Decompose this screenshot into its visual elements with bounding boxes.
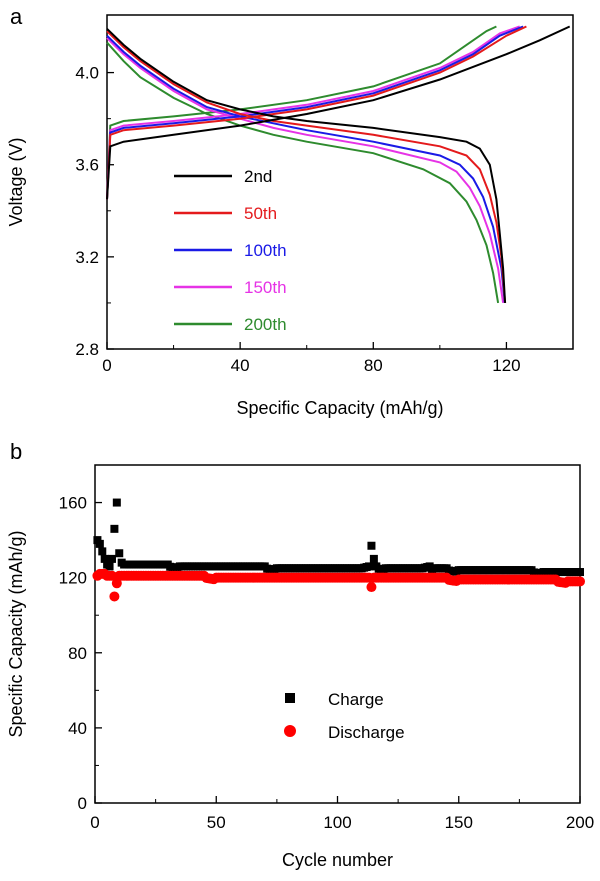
charge-curve-2nd bbox=[106, 25, 571, 200]
panel-label-b: b bbox=[10, 439, 22, 464]
cycling-performance-chart: b 0 50 100 150 200 0 40 80 120 160 Charge Discharg… bbox=[6, 439, 594, 870]
voltage-profile-chart: a 0 40 80 120 2.8 3.2 3.6 4.0 2nd 50th 100th 150th… bbox=[6, 4, 574, 418]
discharge-point bbox=[575, 576, 585, 587]
charge-point bbox=[369, 554, 378, 563]
y-tick-label-b: 80 bbox=[68, 644, 87, 663]
x-tick-label-a: 40 bbox=[231, 356, 250, 375]
y-tick-label-a: 3.6 bbox=[75, 156, 99, 175]
legend-label-charge: Charge bbox=[328, 690, 384, 709]
charge-point bbox=[115, 549, 124, 558]
discharge-curve-100th bbox=[106, 34, 506, 303]
discharge-point bbox=[106, 570, 117, 581]
discharge-point bbox=[366, 582, 377, 593]
charge-curve-50th bbox=[106, 25, 527, 200]
legend-a: 2nd 50th 100th 150th 200th bbox=[174, 167, 287, 334]
discharge-point bbox=[109, 591, 120, 602]
x-tick-label-b: 50 bbox=[207, 813, 226, 832]
charge-point bbox=[100, 554, 109, 563]
y-tick-label-a: 2.8 bbox=[75, 340, 99, 359]
y-tick-label-b: 160 bbox=[59, 494, 87, 513]
discharge-curve-50th bbox=[106, 30, 507, 303]
y-tick-label-b: 40 bbox=[68, 719, 87, 738]
x-tick-label-b: 150 bbox=[445, 813, 473, 832]
discharge-curve-150th bbox=[106, 37, 505, 304]
discharge-curve-2nd bbox=[106, 28, 507, 303]
charge-point bbox=[365, 562, 374, 571]
charge-curve-150th bbox=[106, 25, 521, 200]
charge-curve-100th bbox=[106, 25, 524, 200]
axis-ticks-a: 0 40 80 120 2.8 3.2 3.6 4.0 bbox=[75, 64, 520, 375]
legend-label-a: 200th bbox=[244, 315, 287, 334]
x-axis-label-a: Specific Capacity (mAh/g) bbox=[236, 398, 443, 418]
x-tick-label-b: 100 bbox=[323, 813, 351, 832]
legend-label-a: 50th bbox=[244, 204, 277, 223]
y-tick-label-a: 4.0 bbox=[75, 64, 99, 83]
y-tick-label-a: 3.2 bbox=[75, 248, 99, 267]
charge-point bbox=[98, 547, 107, 556]
x-tick-label-a: 0 bbox=[102, 356, 111, 375]
charge-point bbox=[367, 541, 376, 550]
legend-swatch-charge bbox=[285, 693, 295, 703]
charge-point bbox=[576, 568, 584, 577]
discharge-point bbox=[111, 578, 122, 589]
legend-label-a: 150th bbox=[244, 278, 287, 297]
plot-frame-b bbox=[94, 464, 581, 804]
series-lines-a bbox=[106, 25, 571, 304]
charge-point bbox=[112, 498, 121, 507]
charge-point bbox=[105, 562, 114, 571]
charge-point bbox=[95, 539, 104, 548]
y-axis-label-a: Voltage (V) bbox=[6, 137, 26, 226]
charge-curve-200th bbox=[106, 25, 497, 200]
x-axis-label-b: Cycle number bbox=[282, 850, 393, 870]
discharge-curve-200th bbox=[106, 41, 500, 304]
legend-label-a: 2nd bbox=[244, 167, 272, 186]
legend-swatch-discharge bbox=[284, 725, 296, 737]
charge-point bbox=[110, 524, 119, 533]
y-tick-label-b: 0 bbox=[78, 794, 87, 813]
axis-ticks-b: 0 50 100 150 200 0 40 80 120 160 bbox=[59, 494, 595, 832]
x-tick-label-b: 0 bbox=[90, 813, 99, 832]
x-tick-label-a: 120 bbox=[492, 356, 520, 375]
legend-label-a: 100th bbox=[244, 241, 287, 260]
legend-label-discharge: Discharge bbox=[328, 723, 405, 742]
y-axis-label-b: Specific Capacity (mAh/g) bbox=[6, 530, 26, 737]
x-tick-label-b: 200 bbox=[566, 813, 594, 832]
series-points-b bbox=[92, 498, 585, 602]
y-tick-label-b: 120 bbox=[59, 569, 87, 588]
x-tick-label-a: 80 bbox=[364, 356, 383, 375]
charge-point bbox=[107, 554, 116, 563]
panel-label-a: a bbox=[10, 4, 23, 29]
legend-b: Charge Discharge bbox=[284, 690, 405, 742]
